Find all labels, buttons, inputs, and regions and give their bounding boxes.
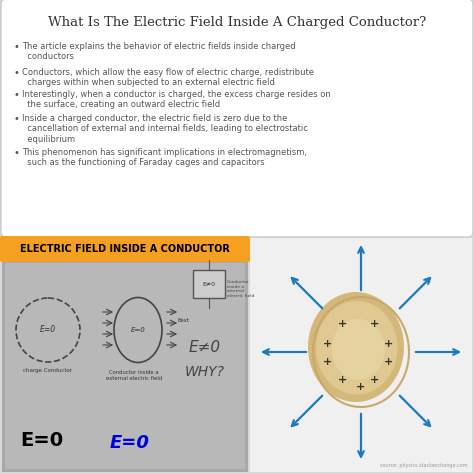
- Ellipse shape: [308, 292, 404, 402]
- Text: +: +: [338, 375, 347, 385]
- Text: E≠0: E≠0: [189, 340, 221, 355]
- Text: +: +: [338, 319, 347, 329]
- Text: WHY?: WHY?: [185, 365, 225, 379]
- Text: +: +: [323, 339, 333, 349]
- FancyBboxPatch shape: [0, 236, 250, 262]
- Text: E=0: E=0: [110, 434, 150, 452]
- Text: Interestingly, when a conductor is charged, the excess charge resides on
  the s: Interestingly, when a conductor is charg…: [22, 90, 331, 109]
- Text: charge Conductor: charge Conductor: [23, 368, 73, 373]
- Text: •: •: [14, 90, 20, 100]
- Bar: [250, 238, 472, 472]
- Bar: [5, 263, 245, 469]
- Text: +: +: [384, 357, 393, 367]
- Text: +: +: [370, 319, 380, 329]
- Text: E=0: E=0: [131, 327, 146, 333]
- Text: +: +: [323, 357, 333, 367]
- Text: +: +: [356, 382, 365, 392]
- Text: Conductor
inside a
external
electric field: Conductor inside a external electric fie…: [227, 280, 255, 298]
- Text: Eext: Eext: [178, 318, 190, 322]
- Ellipse shape: [316, 301, 398, 394]
- Text: source: physics.stackexchange.com: source: physics.stackexchange.com: [381, 463, 468, 468]
- Text: E≠0: E≠0: [202, 282, 216, 286]
- Text: The article explains the behavior of electric fields inside charged
  conductors: The article explains the behavior of ele…: [22, 42, 296, 62]
- Text: •: •: [14, 42, 20, 52]
- Text: ELECTRIC FIELD INSIDE A CONDUCTOR: ELECTRIC FIELD INSIDE A CONDUCTOR: [20, 244, 230, 254]
- Text: •: •: [14, 114, 20, 124]
- Text: +: +: [370, 375, 380, 385]
- Bar: [193, 270, 225, 298]
- Text: Conductors, which allow the easy flow of electric charge, redistribute
  charges: Conductors, which allow the easy flow of…: [22, 68, 314, 87]
- Bar: [2, 260, 248, 472]
- Text: This phenomenon has significant implications in electromagnetism,
  such as the : This phenomenon has significant implicat…: [22, 148, 307, 167]
- Text: Inside a charged conductor, the electric field is zero due to the
  cancellation: Inside a charged conductor, the electric…: [22, 114, 308, 144]
- Text: E=0: E=0: [40, 326, 56, 335]
- Text: Conductor inside a
external electric field: Conductor inside a external electric fie…: [106, 370, 162, 381]
- Text: E=0: E=0: [20, 431, 63, 450]
- Text: •: •: [14, 148, 20, 158]
- Ellipse shape: [332, 319, 384, 380]
- Text: •: •: [14, 68, 20, 78]
- FancyBboxPatch shape: [1, 0, 473, 237]
- Text: +: +: [384, 339, 393, 349]
- Text: What Is The Electric Field Inside A Charged Conductor?: What Is The Electric Field Inside A Char…: [48, 16, 426, 29]
